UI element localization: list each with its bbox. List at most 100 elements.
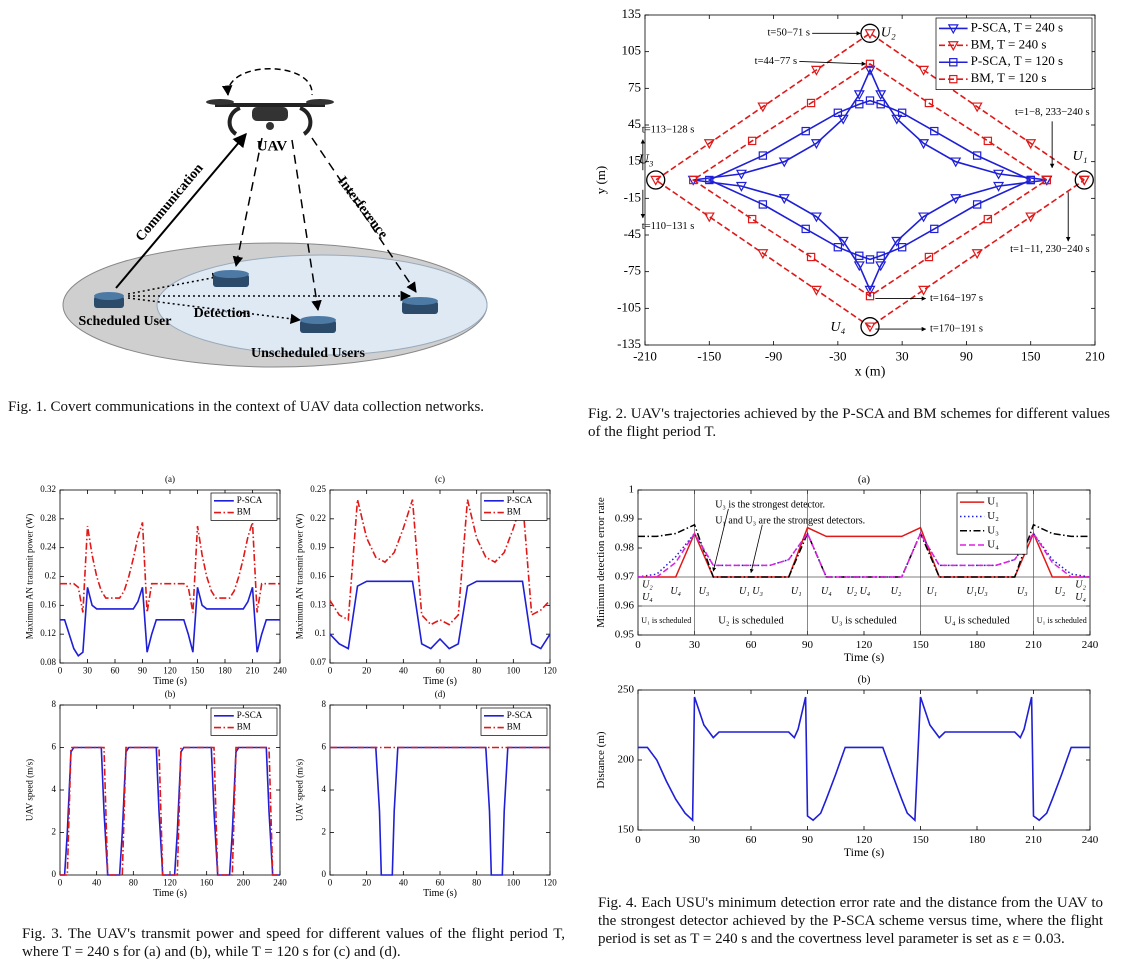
y-tick-label: 75	[628, 79, 641, 94]
series-line	[60, 746, 280, 876]
marker	[855, 251, 864, 260]
annotation: t=113−128 s	[642, 124, 695, 135]
legend-box	[210, 707, 278, 736]
marker	[810, 65, 822, 76]
marker	[855, 100, 864, 109]
marker	[876, 251, 885, 260]
x-tick-label: 90	[802, 639, 814, 651]
uav-loop	[221, 68, 313, 97]
y-tick-label: 0.1	[315, 628, 326, 638]
schedule-label: U₁ is scheduled	[1037, 616, 1087, 625]
x-tick-label: 180	[969, 639, 986, 651]
schedule-label: U₄ is scheduled	[944, 615, 1010, 626]
legend-label: BM, T = 120 s	[971, 70, 1047, 85]
x-tick-label: 120	[543, 878, 557, 888]
y-tick-label: 2	[322, 827, 327, 837]
x-tick-label: 210	[1025, 834, 1042, 846]
marker	[876, 100, 885, 109]
y-tick-label: 250	[618, 684, 635, 696]
x-tick-label: 0	[328, 666, 333, 676]
detection-link	[291, 139, 322, 312]
y-tick-label: 0.16	[40, 599, 56, 609]
band-label: U₁	[791, 586, 802, 597]
x-tick-label: 60	[746, 834, 758, 846]
detection-label: Detection	[194, 306, 251, 321]
user-label: U₄	[830, 320, 845, 335]
user-circle	[1074, 170, 1094, 190]
x-tick-label: 0	[58, 666, 63, 676]
marker	[924, 252, 934, 262]
annotation-arrow	[749, 524, 763, 574]
legend-label: U₃	[987, 524, 999, 536]
marker	[983, 136, 993, 146]
marker	[806, 252, 816, 262]
marker	[924, 98, 934, 108]
plot-frame	[637, 689, 1091, 831]
y-tick-label: 4	[322, 784, 327, 794]
marker	[705, 175, 714, 185]
y-tick-label: 0	[52, 869, 57, 879]
legend-marker	[949, 58, 958, 67]
marker	[865, 291, 875, 301]
x-tick-label: 240	[273, 666, 287, 676]
x-tick-label: 120	[856, 639, 873, 651]
x-axis-label: Time (s)	[844, 845, 885, 859]
annotation: t=44−77 s	[755, 56, 797, 67]
y-tick-label: 1	[629, 484, 635, 496]
x-tick-label: 100	[507, 666, 521, 676]
marker	[930, 224, 939, 234]
band-label: U₂	[1055, 586, 1066, 597]
band-label: U₂ U₄	[846, 586, 870, 597]
marker	[757, 102, 769, 113]
legend-label: BM	[237, 507, 251, 517]
legend-marker	[947, 24, 959, 35]
series-line	[707, 99, 1032, 261]
x-tick-label: -90	[765, 348, 782, 363]
y-tick-label: 105	[622, 43, 642, 58]
marker	[865, 255, 875, 264]
y-tick-label: 0.22	[310, 513, 326, 523]
legend-box	[480, 707, 548, 736]
marker	[810, 212, 822, 223]
marker	[833, 108, 843, 117]
subplot-title: (c)	[435, 474, 445, 484]
subplot-title: (b)	[165, 689, 176, 699]
marker	[993, 181, 1005, 192]
x-tick-label: 120	[856, 834, 873, 846]
x-axis-label: x (m)	[855, 365, 886, 380]
y-tick-label: 0.97	[615, 571, 635, 583]
band-label: U₄	[642, 592, 653, 603]
marker	[1078, 175, 1090, 186]
band-label: U₂	[642, 579, 653, 590]
y-tick-label: 0.13	[310, 599, 326, 609]
marker	[950, 194, 962, 205]
annotation-arrow	[799, 60, 867, 66]
marker	[971, 102, 983, 113]
y-tick-label: -15	[624, 189, 641, 204]
detection-link	[232, 137, 263, 268]
band-label: U₁	[926, 586, 937, 597]
legend-label: P-SCA	[507, 495, 533, 505]
x-tick-label: 210	[1085, 348, 1105, 363]
x-tick-label: -210	[633, 348, 657, 363]
marker	[1026, 175, 1035, 185]
user-circle	[860, 317, 880, 337]
x-tick-label: 160	[200, 878, 214, 888]
y-tick-label: 0.98	[615, 542, 635, 554]
y-axis-label: Distance (m)	[595, 731, 607, 788]
series-line	[60, 746, 280, 876]
x-tick-label: -30	[829, 348, 846, 363]
band-label: U₂	[1075, 579, 1086, 590]
y-tick-label: 0.08	[40, 657, 56, 667]
marker	[918, 139, 930, 150]
marker	[1042, 175, 1051, 185]
x-tick-label: 210	[1025, 639, 1042, 651]
x-tick-label: 60	[436, 666, 446, 676]
legend-label: U₁	[987, 496, 999, 508]
x-tick-label: 0	[58, 878, 63, 888]
marker	[778, 194, 790, 205]
marker	[891, 236, 903, 247]
x-axis-label: Time (s)	[423, 888, 457, 899]
y-tick-label: 0.28	[40, 513, 56, 523]
marker	[810, 139, 822, 150]
